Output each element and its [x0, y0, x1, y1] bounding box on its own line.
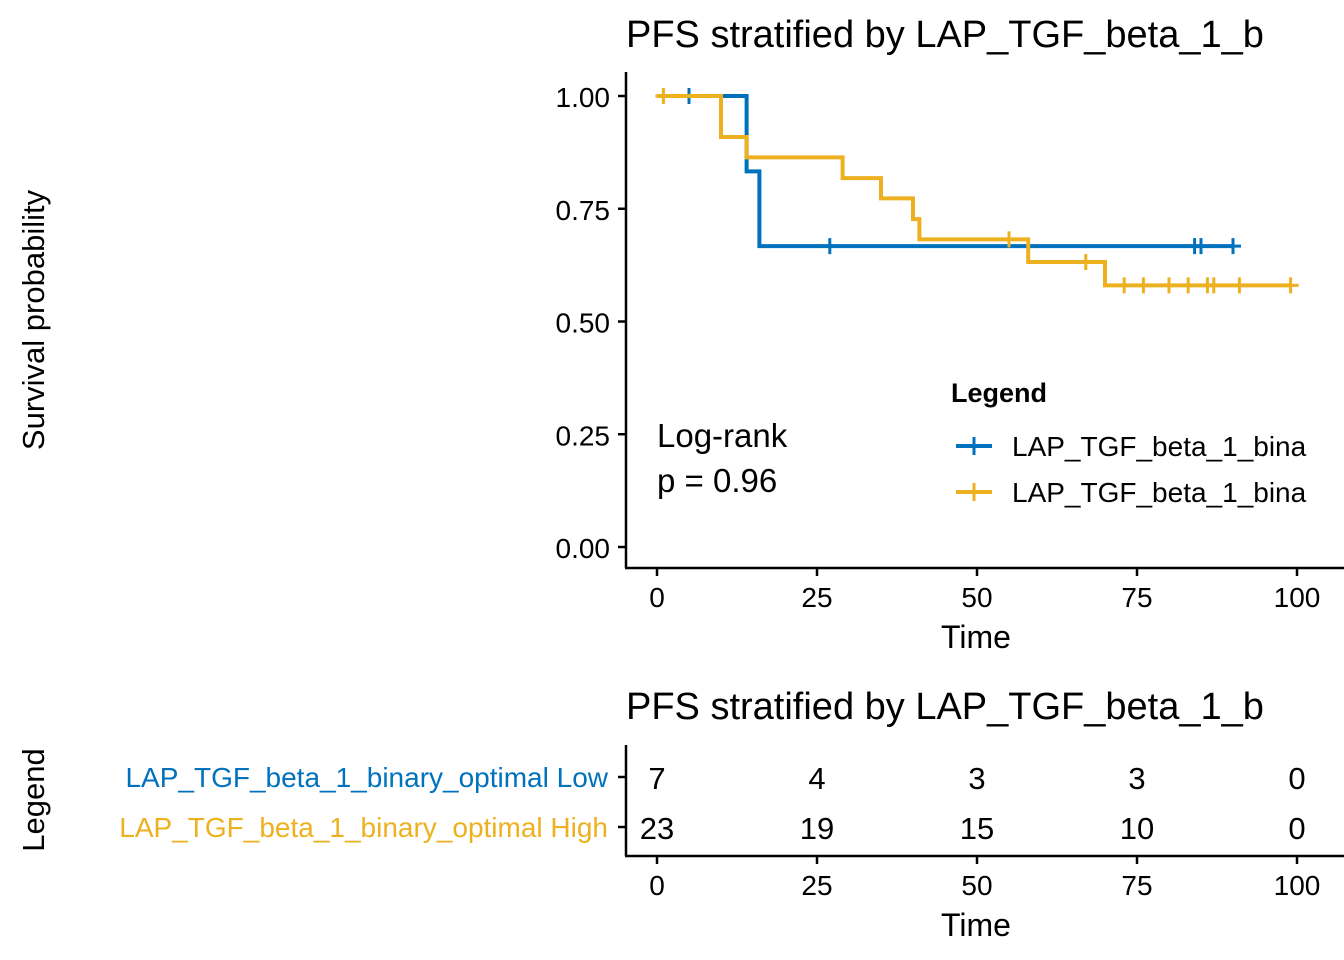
risk-table-rows: LAP_TGF_beta_1_binary_optimal Low 7 4 3 3 0 LA…	[119, 761, 1305, 846]
legend-title: Legend	[951, 378, 1047, 408]
km-x-tick-label: 100	[1274, 582, 1321, 613]
risk-x-tick-label: 75	[1121, 870, 1152, 901]
risk-count: 7	[648, 761, 665, 796]
risk-x-ticks: 0 25 50 75 100	[649, 856, 1320, 901]
risk-count: 0	[1288, 761, 1305, 796]
km-series-group	[655, 88, 1299, 294]
censor-mark	[1205, 277, 1222, 294]
km-y-tick-label: 1.00	[556, 82, 611, 113]
km-y-tick-label: 0.00	[556, 533, 611, 564]
km-x-tick-label: 25	[801, 582, 832, 613]
risk-count: 23	[640, 811, 674, 846]
risk-count: 4	[808, 761, 825, 796]
km-curve-series-2	[657, 94, 1291, 288]
censor-mark	[1161, 277, 1177, 294]
km-xlabel: Time	[941, 619, 1011, 655]
km-y-ticks: 0.00 0.25 0.50 0.75 1.00	[556, 82, 626, 564]
legend-entry-label: LAP_TGF_beta_1_bina	[1012, 477, 1307, 508]
logrank-pvalue: p = 0.96	[657, 462, 777, 499]
km-x-ticks: 0 25 50 75 100	[649, 568, 1320, 613]
risk-count: 0	[1288, 811, 1305, 846]
km-y-tick-label: 0.50	[556, 308, 611, 339]
risk-x-tick-label: 100	[1274, 870, 1321, 901]
legend-entry-label: LAP_TGF_beta_1_bina	[1012, 431, 1307, 462]
censor-mark	[655, 88, 672, 104]
risk-count: 3	[1128, 761, 1145, 796]
legend-items: LAP_TGF_beta_1_bina LAP_TGF_beta_1_bina	[956, 431, 1307, 508]
km-x-tick-label: 0	[649, 582, 665, 613]
censor-mark	[1116, 277, 1133, 294]
risk-x-tick-label: 0	[649, 870, 665, 901]
km-ylabel: Survival probability	[16, 189, 51, 450]
risk-table-ylabel: Legend	[16, 748, 51, 851]
km-x-tick-label: 50	[961, 582, 992, 613]
risk-xlabel: Time	[941, 907, 1011, 943]
km-legend: Legend LAP_TGF_beta_1_binaLAP_TGF_beta_1…	[951, 378, 1307, 508]
risk-table: PFS stratified by LAP_TGF_beta_1_b Legen…	[16, 686, 1344, 943]
risk-count: 3	[968, 761, 985, 796]
km-curve-series-1	[657, 94, 1233, 249]
risk-x-tick-label: 25	[801, 870, 832, 901]
censor-mark	[1225, 238, 1241, 255]
censor-mark	[1001, 231, 1017, 248]
censor-mark	[1135, 277, 1152, 294]
risk-row-label: LAP_TGF_beta_1_binary_optimal High	[119, 812, 608, 843]
risk-table-title: PFS stratified by LAP_TGF_beta_1_b	[626, 686, 1264, 728]
censor-mark	[821, 238, 838, 255]
km-y-tick-label: 0.25	[556, 420, 611, 451]
risk-count: 19	[800, 811, 834, 846]
km-title: PFS stratified by LAP_TGF_beta_1_b	[626, 14, 1264, 56]
censor-mark	[1077, 253, 1094, 270]
logrank-label: Log-rank	[657, 417, 788, 454]
risk-row-label: LAP_TGF_beta_1_binary_optimal Low	[125, 762, 608, 793]
censor-mark	[1180, 277, 1197, 294]
risk-count: 15	[960, 811, 994, 846]
censor-mark	[1282, 277, 1299, 294]
censor-mark	[1231, 277, 1248, 294]
km-x-tick-label: 75	[1121, 582, 1152, 613]
km-y-tick-label: 0.75	[556, 195, 611, 226]
censor-mark	[1193, 238, 1209, 255]
risk-x-tick-label: 50	[961, 870, 992, 901]
km-plot: PFS stratified by LAP_TGF_beta_1_b Survi…	[16, 14, 1344, 655]
risk-count: 10	[1120, 811, 1154, 846]
